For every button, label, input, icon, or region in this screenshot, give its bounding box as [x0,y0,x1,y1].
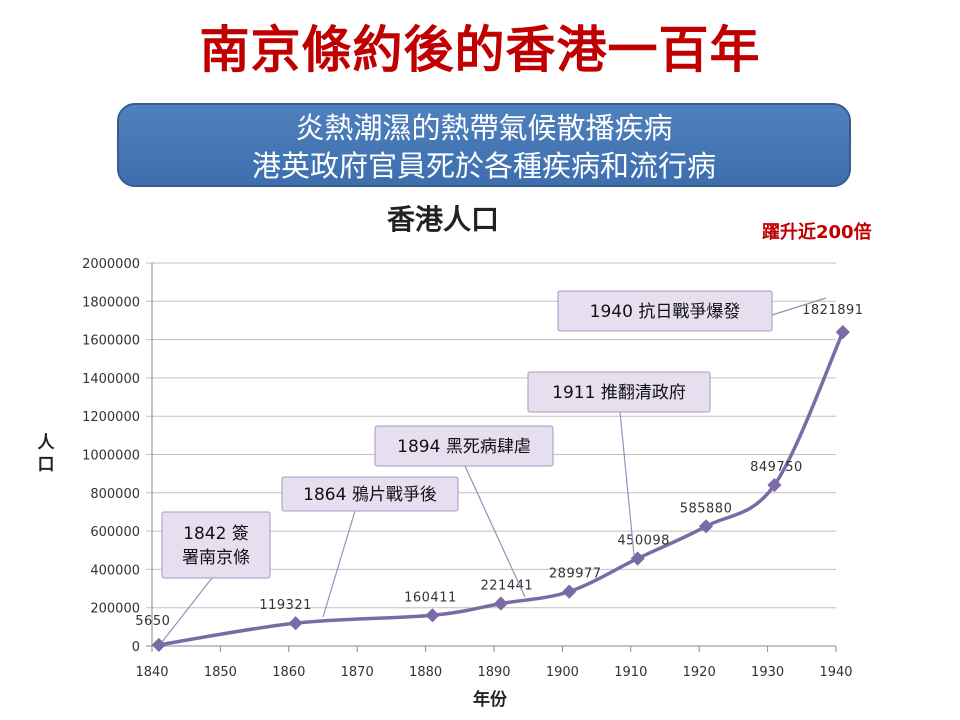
callout-box [527,371,711,413]
chart-title: 香港人口 [387,203,499,236]
data-point [767,477,782,493]
y-tick-label: 1000000 [82,449,140,464]
x-tick-label: 1890 [477,665,510,680]
callout-box [557,290,773,332]
x-tick-label: 1870 [341,665,374,680]
data-label: 221441 [481,579,534,594]
data-point [835,325,850,340]
callout-box [161,511,271,579]
callout-text: 1911 推翻清政府 [552,383,686,403]
callout-pointer [322,510,356,618]
x-tick-label: 1940 [819,665,852,680]
data-label: 160411 [404,590,457,605]
x-axis-label: 年份 [473,689,508,710]
callout-text: 署南京條 [182,548,250,568]
data-point [630,551,645,566]
y-tick-label: 1800000 [82,295,140,310]
y-tick-label: 400000 [90,563,140,578]
y-axis-label: 人口 [38,433,56,475]
x-tick-label: 1920 [683,665,716,680]
callout-text: 1940 抗日戰爭爆發 [590,302,741,322]
data-point [562,584,577,599]
data-point [493,596,508,611]
callout-box [374,425,554,467]
y-tick-label: 200000 [90,602,140,617]
y-tick-label: 2000000 [82,257,140,272]
callout-text: 1842 簽 [183,524,249,544]
callout-box [281,476,459,512]
annotation-callout: 1864 鴉片戰爭後 [281,476,459,618]
subtitle-line-1: 炎熱潮濕的熱帶氣候散播疾病 [295,111,673,145]
y-tick-label: 600000 [90,525,140,540]
x-tick-label: 1850 [204,665,237,680]
callout-pointer [619,411,635,556]
data-point [288,616,303,631]
y-tick-label: 0 [132,640,140,655]
growth-note: 躍升近200倍 [762,222,872,243]
x-tick-label: 1930 [751,665,784,680]
subtitle-line-2: 港英政府官員死於各種疾病和流行病 [251,149,716,183]
data-label: 450098 [617,534,670,549]
data-point [425,608,440,623]
subtitle-box: 炎熱潮濕的熱帶氣候散播疾病 港英政府官員死於各種疾病和流行病 [117,103,851,187]
data-label: 585880 [680,501,733,516]
x-tick-label: 1880 [409,665,442,680]
y-tick-label: 800000 [90,487,140,502]
callout-text: 1894 黑死病肆虐 [397,437,531,457]
data-label: 5650 [135,614,170,629]
callout-text: 1864 鴉片戰爭後 [303,485,437,505]
data-label: 1821891 [802,303,863,318]
annotation-callout: 1911 推翻清政府 [527,371,711,556]
annotation-callout: 1940 抗日戰爭爆發 [557,290,827,332]
data-point [698,519,714,534]
x-tick-label: 1840 [135,665,168,680]
data-label: 119321 [259,598,312,613]
y-tick-label: 1400000 [82,372,140,387]
data-label: 849750 [750,460,803,475]
callout-pointer [771,297,827,316]
y-tick-label: 1600000 [82,334,140,349]
data-label: 289977 [549,567,602,582]
x-tick-label: 1900 [546,665,579,680]
y-tick-label: 1200000 [82,410,140,425]
annotation-callout: 1894 黑死病肆虐 [374,425,554,598]
x-tick-label: 1910 [614,665,647,680]
slide-title: 南京條約後的香港一百年 [199,20,761,79]
x-tick-label: 1860 [272,665,305,680]
callout-pointer [161,577,213,643]
callout-pointer [464,465,526,598]
